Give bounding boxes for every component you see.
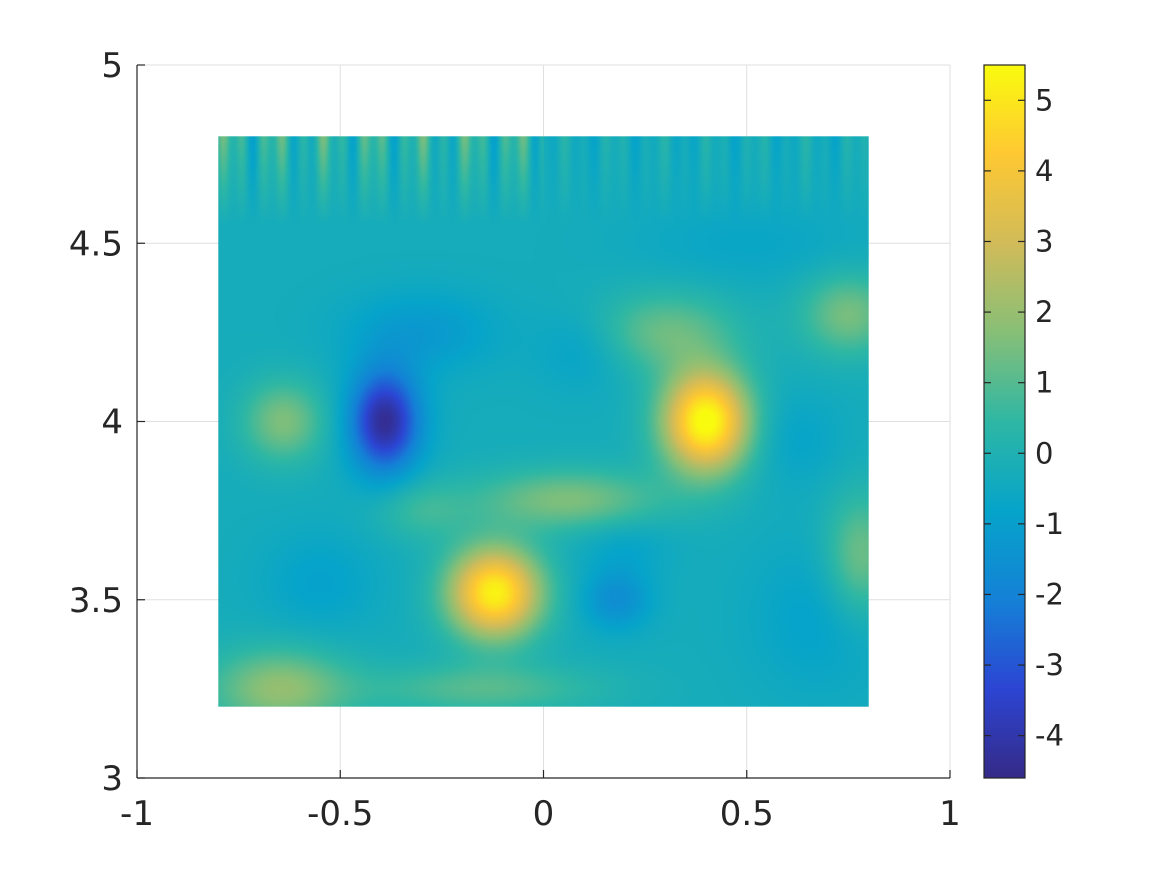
colorbar-tick-label-2: -2 — [1035, 577, 1064, 611]
colorbar-tick-label-4: 0 — [1035, 436, 1053, 470]
x-tick-label-2: 0 — [533, 794, 555, 834]
colorbar-tick-label-5: 1 — [1035, 366, 1053, 400]
colorbar-tick-label-9: 5 — [1035, 83, 1053, 117]
colorbar-tick-label-6: 2 — [1035, 295, 1053, 329]
x-tick-label-4: 1 — [939, 794, 961, 834]
x-tick-label-3: 0.5 — [720, 794, 774, 834]
y-tick-label-4: 5 — [101, 46, 123, 86]
y-tick-label-2: 4 — [101, 403, 123, 443]
x-tick-label-1: -0.5 — [307, 794, 373, 834]
colorbar-tick-label-0: -4 — [1035, 719, 1064, 753]
colorbar-gradient — [984, 65, 1025, 778]
colorbar-tick-label-8: 4 — [1035, 154, 1053, 188]
colorbar-tick-label-1: -3 — [1035, 648, 1064, 682]
colorbar-tick-label-3: -1 — [1035, 507, 1064, 541]
x-tick-label-0: -1 — [120, 794, 154, 834]
colorbar-tick-label-7: 3 — [1035, 224, 1053, 258]
y-tick-label-3: 4.5 — [69, 224, 123, 264]
y-tick-label-1: 3.5 — [69, 581, 123, 621]
y-tick-label-0: 3 — [101, 759, 123, 799]
heatmap-raster — [218, 136, 868, 706]
heatmap-image — [218, 136, 868, 706]
